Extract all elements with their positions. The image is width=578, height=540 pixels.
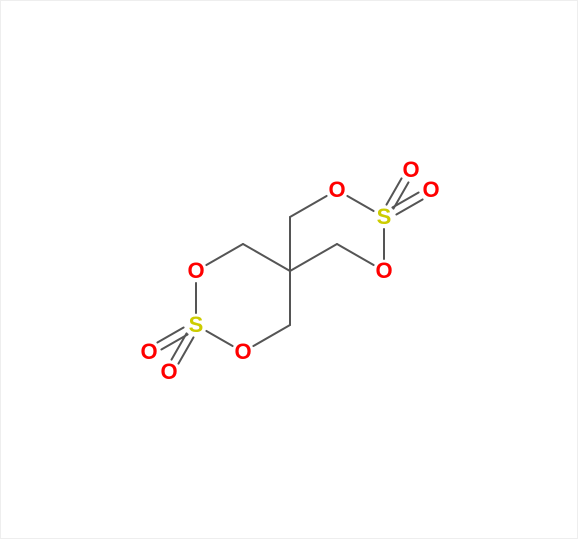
bond-line xyxy=(206,244,243,265)
bond-line xyxy=(172,333,187,359)
atom-label-o: O xyxy=(140,341,157,363)
bond-line xyxy=(337,244,374,265)
atom-label-o: O xyxy=(187,260,204,282)
atom-label-o: O xyxy=(375,260,392,282)
atom-label-s: S xyxy=(189,314,204,336)
atom-label-s: S xyxy=(377,206,392,228)
bond-line xyxy=(243,244,290,271)
atom-label-o: O xyxy=(402,159,419,181)
molecule-svg xyxy=(1,1,578,540)
bond-line xyxy=(387,178,402,204)
bond-line xyxy=(393,182,408,208)
atom-label-o: O xyxy=(422,179,439,201)
bond-line xyxy=(206,331,232,346)
bond-line xyxy=(290,244,337,271)
atom-label-o: O xyxy=(328,179,345,201)
bond-line xyxy=(178,337,193,363)
bond-line xyxy=(253,325,290,346)
bond-line xyxy=(396,199,422,214)
molecule-canvas: OOSOOOOSOO xyxy=(0,0,578,539)
bond-line xyxy=(157,328,183,343)
atom-label-o: O xyxy=(234,341,251,363)
bond-line xyxy=(290,196,327,217)
bond-line xyxy=(347,196,373,211)
atom-label-o: O xyxy=(160,361,177,383)
